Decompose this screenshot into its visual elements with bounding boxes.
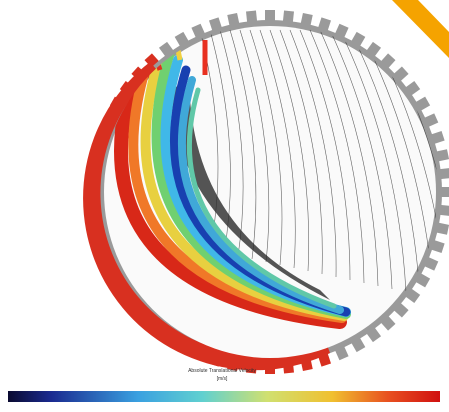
colorbar-unit: [m/s] xyxy=(217,376,228,382)
colorbar-title: Absolute Translational Velocity xyxy=(188,368,256,374)
simulation-view: Absolute Translational Velocity [m/s] xyxy=(0,0,449,412)
colorbar xyxy=(8,391,440,402)
